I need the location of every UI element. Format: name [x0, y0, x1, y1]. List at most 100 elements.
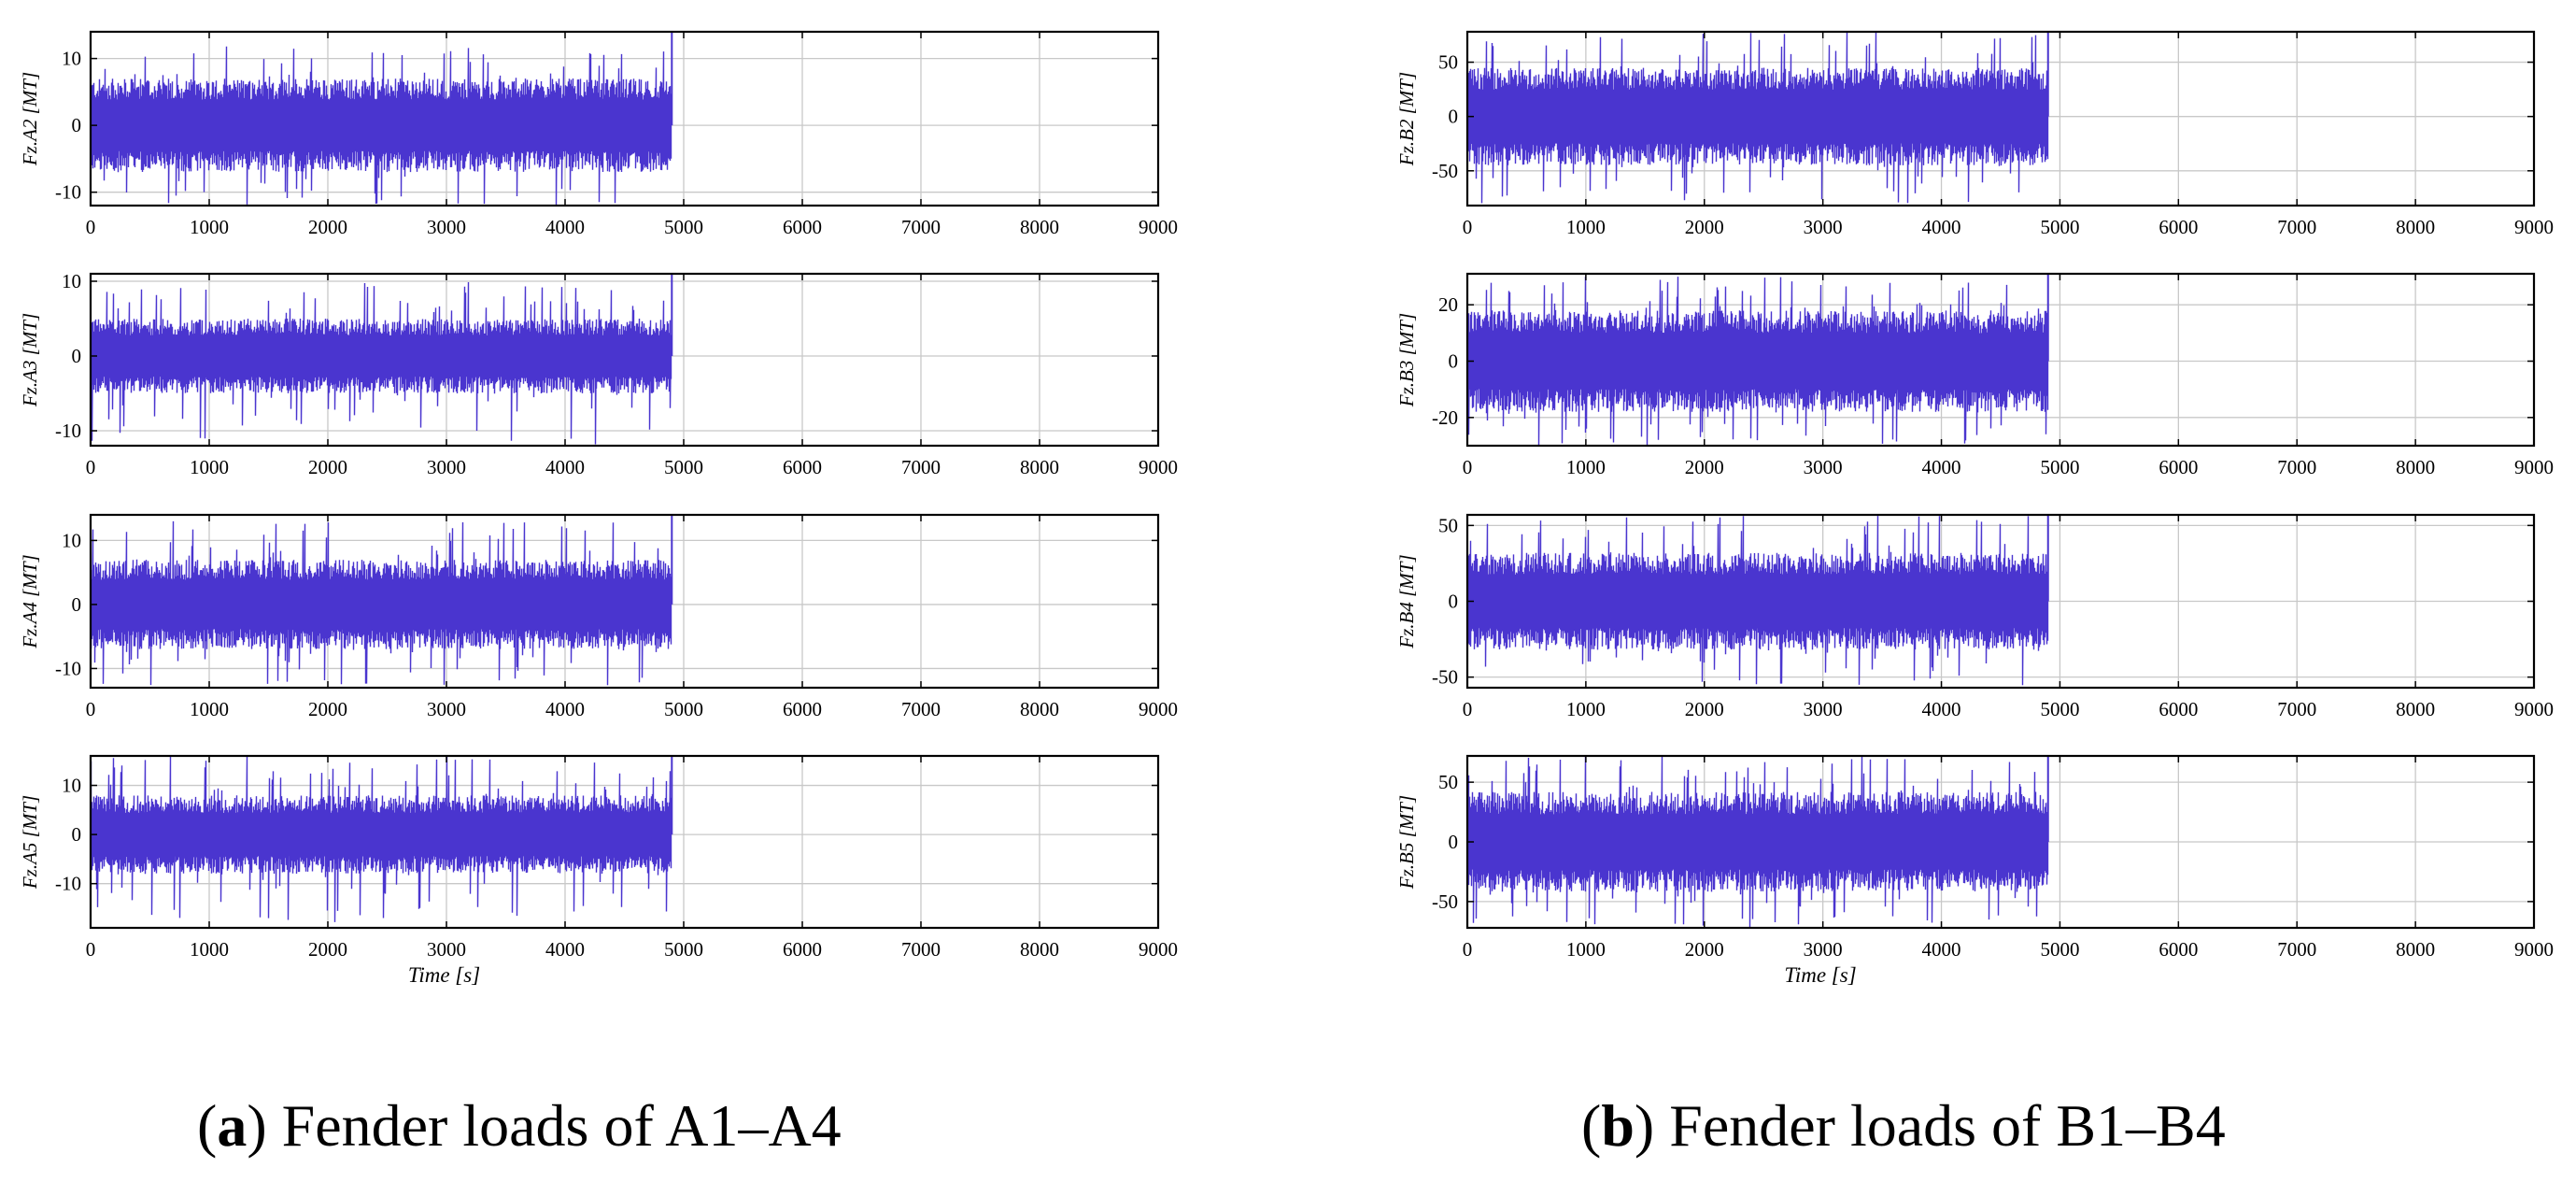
y-axis-label: Fz.A4 [MT]	[19, 554, 41, 648]
y-axis-label: Fz.B2 [MT]	[1395, 72, 1418, 166]
y-tick-label: 50	[1438, 51, 1458, 74]
y-tick-label: -10	[55, 873, 81, 895]
caption-b-label: b	[1601, 1092, 1635, 1159]
x-tick-label: 9000	[2514, 216, 2554, 238]
axes-frame	[89, 272, 1160, 448]
x-tick-label: 6000	[783, 216, 822, 238]
x-tick-label: 0	[86, 938, 96, 961]
x-tick-label: 7000	[901, 698, 941, 720]
x-tick-label: 0	[86, 698, 96, 720]
y-tick-label: 0	[1449, 591, 1459, 613]
x-tick-label: 4000	[1922, 216, 1961, 238]
x-tick-label: 1000	[190, 938, 229, 961]
x-tick-label: 3000	[1804, 456, 1843, 478]
x-tick-label: 5000	[2040, 216, 2079, 238]
y-tick-label: 0	[1449, 106, 1459, 128]
x-tick-label: 1000	[1566, 698, 1606, 720]
x-tick-label: 6000	[2158, 456, 2198, 478]
x-tick-label: 2000	[1685, 698, 1724, 720]
y-tick-label: -10	[55, 181, 81, 204]
x-tick-label: 5000	[2040, 456, 2079, 478]
x-tick-label: 5000	[664, 456, 703, 478]
x-tick-label: 0	[86, 456, 96, 478]
subplot-b-1: 0 1000 2000 3000 4000 5000 6000 7000 8000 9000 -50…	[1395, 30, 2554, 238]
x-axis-label: Time [s]	[408, 963, 480, 987]
axes-frame	[89, 30, 1160, 207]
x-tick-label: 9000	[1139, 938, 1178, 961]
x-tick-label: 2000	[308, 216, 347, 238]
x-tick-label: 4000	[1922, 456, 1961, 478]
x-tick-label: 2000	[1685, 216, 1724, 238]
x-tick-label: 8000	[1020, 216, 1059, 238]
subplot-a-4: 0 1000 2000 3000 4000 5000 6000 7000 8000 9000 -10…	[19, 754, 1178, 987]
y-axis-label: Fz.A5 [MT]	[19, 795, 41, 890]
subplot-b-3: 0 1000 2000 3000 4000 5000 6000 7000 8000 9000 -50…	[1395, 513, 2554, 720]
series-line	[1466, 277, 2049, 446]
x-tick-label: 6000	[2158, 216, 2198, 238]
caption-b-text: Fender loads of B1–B4	[1654, 1092, 2226, 1159]
x-tick-label: 9000	[2514, 456, 2554, 478]
x-tick-label: 0	[86, 216, 96, 238]
y-tick-label: 50	[1438, 514, 1458, 536]
x-tick-label: 9000	[1139, 698, 1178, 720]
y-tick-label: 10	[62, 270, 81, 292]
x-tick-label: 1000	[1566, 216, 1606, 238]
axes-frame	[1465, 272, 2536, 448]
x-tick-label: 6000	[783, 456, 822, 478]
x-tick-label: 5000	[2040, 938, 2079, 961]
x-tick-label: 8000	[2396, 216, 2435, 238]
subplot-a-1: 0 1000 2000 3000 4000 5000 6000 7000 8000 9000 -10…	[19, 30, 1178, 238]
x-tick-label: 5000	[664, 938, 703, 961]
series-line	[1466, 516, 2049, 686]
subplot-a-2: 0 1000 2000 3000 4000 5000 6000 7000 8000 9000 -10…	[19, 270, 1178, 478]
x-tick-label: 3000	[1804, 938, 1843, 961]
x-tick-label: 3000	[1804, 698, 1843, 720]
x-tick-label: 2000	[308, 698, 347, 720]
x-tick-label: 3000	[1804, 216, 1843, 238]
x-tick-label: 3000	[427, 216, 466, 238]
x-tick-label: 4000	[545, 698, 585, 720]
x-tick-label: 6000	[2158, 698, 2198, 720]
x-tick-label: 1000	[190, 698, 229, 720]
x-tick-label: 0	[1463, 456, 1473, 478]
x-tick-label: 9000	[2514, 698, 2554, 720]
x-tick-label: 1000	[1566, 938, 1606, 961]
x-tick-label: 8000	[2396, 698, 2435, 720]
x-tick-label: 9000	[1139, 456, 1178, 478]
x-tick-label: 3000	[427, 698, 466, 720]
x-tick-label: 2000	[308, 938, 347, 961]
x-tick-label: 7000	[901, 216, 941, 238]
series-line	[90, 46, 672, 206]
caption-b: (b) Fender loads of B1–B4	[1581, 1092, 2226, 1159]
x-tick-label: 2000	[1685, 938, 1724, 961]
x-tick-label: 8000	[1020, 698, 1059, 720]
x-tick-label: 1000	[190, 216, 229, 238]
x-tick-label: 7000	[2277, 456, 2316, 478]
x-tick-label: 4000	[545, 938, 585, 961]
x-tick-label: 3000	[427, 938, 466, 961]
y-tick-label: -50	[1432, 160, 1458, 182]
y-tick-label: 0	[72, 345, 82, 367]
y-tick-label: 10	[62, 48, 81, 70]
x-tick-label: 4000	[1922, 938, 1961, 961]
y-tick-label: 0	[1449, 831, 1459, 853]
caption-a-text: Fender loads of A1–A4	[266, 1092, 842, 1159]
series-line	[1466, 756, 2049, 928]
axes-frame	[1465, 30, 2536, 207]
x-tick-label: 2000	[1685, 456, 1724, 478]
x-tick-label: 1000	[190, 456, 229, 478]
y-axis-label: Fz.B3 [MT]	[1395, 313, 1418, 407]
y-tick-label: 50	[1438, 771, 1458, 793]
x-tick-label: 6000	[2158, 938, 2198, 961]
x-tick-label: 6000	[783, 698, 822, 720]
x-tick-label: 4000	[1922, 698, 1961, 720]
x-tick-label: 2000	[308, 456, 347, 478]
caption-a-label: a	[217, 1092, 248, 1159]
y-tick-label: 0	[72, 823, 82, 846]
x-tick-label: 8000	[1020, 456, 1059, 478]
x-tick-label: 0	[1463, 938, 1473, 961]
x-tick-label: 0	[1463, 216, 1473, 238]
y-tick-label: 10	[62, 529, 81, 551]
y-tick-label: 0	[72, 114, 82, 136]
x-tick-label: 7000	[901, 456, 941, 478]
